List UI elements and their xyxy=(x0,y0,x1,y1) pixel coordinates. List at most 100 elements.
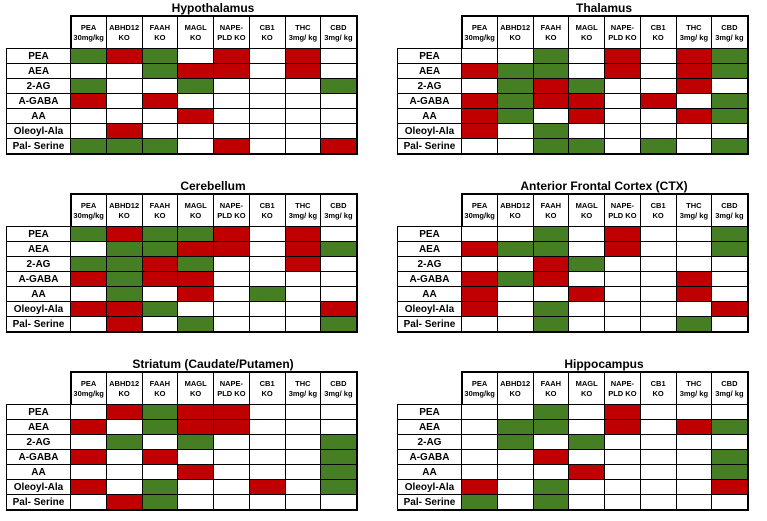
column-header: PEA 30mg/kg xyxy=(460,371,498,405)
heatmap-cell xyxy=(461,226,498,242)
heatmap-cell xyxy=(141,123,179,139)
row-label: Oleoyl-Ala xyxy=(6,123,71,139)
heatmap-cell xyxy=(284,494,322,511)
heatmap-cell xyxy=(461,434,498,450)
heatmap-cell xyxy=(105,48,143,64)
panel-cerebellum: Cerebellum PEA 30mg/kg ABHD12 KO FAAH KO MAG… xyxy=(6,179,358,333)
heatmap-cell xyxy=(141,241,179,257)
heatmap-cell xyxy=(461,241,498,257)
column-header: ABHD12 KO xyxy=(105,15,143,49)
row-label: AA xyxy=(397,108,462,124)
heatmap-cell xyxy=(639,404,677,420)
heatmap-cell xyxy=(284,316,322,333)
row-label: PEA xyxy=(6,404,71,420)
heatmap-cell xyxy=(248,464,286,480)
heatmap-cell xyxy=(568,449,605,465)
heatmap-cell xyxy=(639,464,677,480)
heatmap-cell xyxy=(320,479,358,495)
row-label: AEA xyxy=(397,241,462,257)
heatmap-cell xyxy=(177,256,214,272)
heatmap-cell xyxy=(639,123,677,139)
heatmap-cell xyxy=(604,464,641,480)
heatmap-cell xyxy=(248,123,286,139)
heatmap-cell xyxy=(248,449,286,465)
table-title: Striatum (Caudate/Putamen) xyxy=(132,357,294,371)
heatmap-cell xyxy=(461,271,498,287)
row-label: AA xyxy=(6,464,71,480)
heatmap-cell xyxy=(213,226,250,242)
heatmap-cell xyxy=(70,479,107,495)
heatmap-cell xyxy=(568,48,605,64)
panel-thalamus: Thalamus PEA 30mg/kg ABHD12 KO FAAH KO MAGL … xyxy=(397,1,749,155)
heatmap-cell xyxy=(213,241,250,257)
heatmap-cell xyxy=(70,93,107,109)
heatmap-cell xyxy=(496,63,534,79)
heatmap-cell xyxy=(284,256,322,272)
heatmap-cell xyxy=(496,464,534,480)
heatmap-cell xyxy=(70,108,107,124)
heatmap-cell xyxy=(141,449,179,465)
row-label: Pal- Serine xyxy=(6,494,71,511)
heatmap-cell xyxy=(70,138,107,155)
heatmap-cell xyxy=(496,256,534,272)
heatmap-cell xyxy=(70,434,107,450)
heatmap-cell xyxy=(639,241,677,257)
row-label: Pal- Serine xyxy=(397,494,462,511)
heatmap-cell xyxy=(213,301,250,317)
heatmap-cell xyxy=(604,286,641,302)
heatmap-cell xyxy=(248,226,286,242)
heatmap-cell xyxy=(141,404,179,420)
heatmap-cell xyxy=(711,123,749,139)
row-label: AA xyxy=(397,464,462,480)
heatmap-cell xyxy=(461,78,498,94)
row-label: PEA xyxy=(6,48,71,64)
row-label: A-GABA xyxy=(397,93,462,109)
heatmap-cell xyxy=(177,93,214,109)
heatmap-cell xyxy=(177,286,214,302)
heatmap-cell xyxy=(177,419,214,435)
heatmap-cell xyxy=(213,419,250,435)
heatmap-cell xyxy=(532,138,570,155)
heatmap-table: PEA 30mg/kg ABHD12 KO FAAH KO MAGL KO NAPE- … xyxy=(6,371,358,511)
heatmap-cell xyxy=(604,138,641,155)
heatmap-cell xyxy=(461,108,498,124)
heatmap-cell xyxy=(496,494,534,511)
heatmap-cell xyxy=(496,316,534,333)
column-header: ABHD12 KO xyxy=(496,15,534,49)
heatmap-cell xyxy=(284,93,322,109)
row-label: A-GABA xyxy=(397,449,462,465)
heatmap-table: PEA 30mg/kg ABHD12 KO FAAH KO MAGL KO NAPE- … xyxy=(397,15,749,155)
heatmap-cell xyxy=(105,123,143,139)
heatmap-cell xyxy=(675,449,713,465)
heatmap-cell xyxy=(461,479,498,495)
heatmap-cell xyxy=(105,464,143,480)
heatmap-cell xyxy=(320,449,358,465)
heatmap-cell xyxy=(70,78,107,94)
heatmap-cell xyxy=(320,271,358,287)
heatmap-cell xyxy=(70,464,107,480)
heatmap-cell xyxy=(496,286,534,302)
heatmap-cell xyxy=(568,78,605,94)
heatmap-cell xyxy=(213,256,250,272)
heatmap-cell xyxy=(70,494,107,511)
heatmap-cell xyxy=(213,108,250,124)
heatmap-cell xyxy=(284,449,322,465)
column-header: THC 3mg/ kg xyxy=(675,15,713,49)
heatmap-cell xyxy=(141,63,179,79)
heatmap-cell xyxy=(639,271,677,287)
heatmap-cell xyxy=(461,419,498,435)
heatmap-cell xyxy=(177,123,214,139)
heatmap-cell xyxy=(177,479,214,495)
heatmap-cell xyxy=(461,123,498,139)
heatmap-cell xyxy=(141,256,179,272)
column-header: MAGL KO xyxy=(177,193,214,227)
heatmap-cell xyxy=(284,434,322,450)
column-header: ABHD12 KO xyxy=(105,193,143,227)
column-header: PEA 30mg/kg xyxy=(69,15,107,49)
heatmap-cell xyxy=(213,286,250,302)
heatmap-cell xyxy=(320,464,358,480)
heatmap-cell xyxy=(177,226,214,242)
column-header: NAPE- PLD KO xyxy=(213,15,250,49)
heatmap-cell xyxy=(496,93,534,109)
heatmap-cell xyxy=(568,434,605,450)
